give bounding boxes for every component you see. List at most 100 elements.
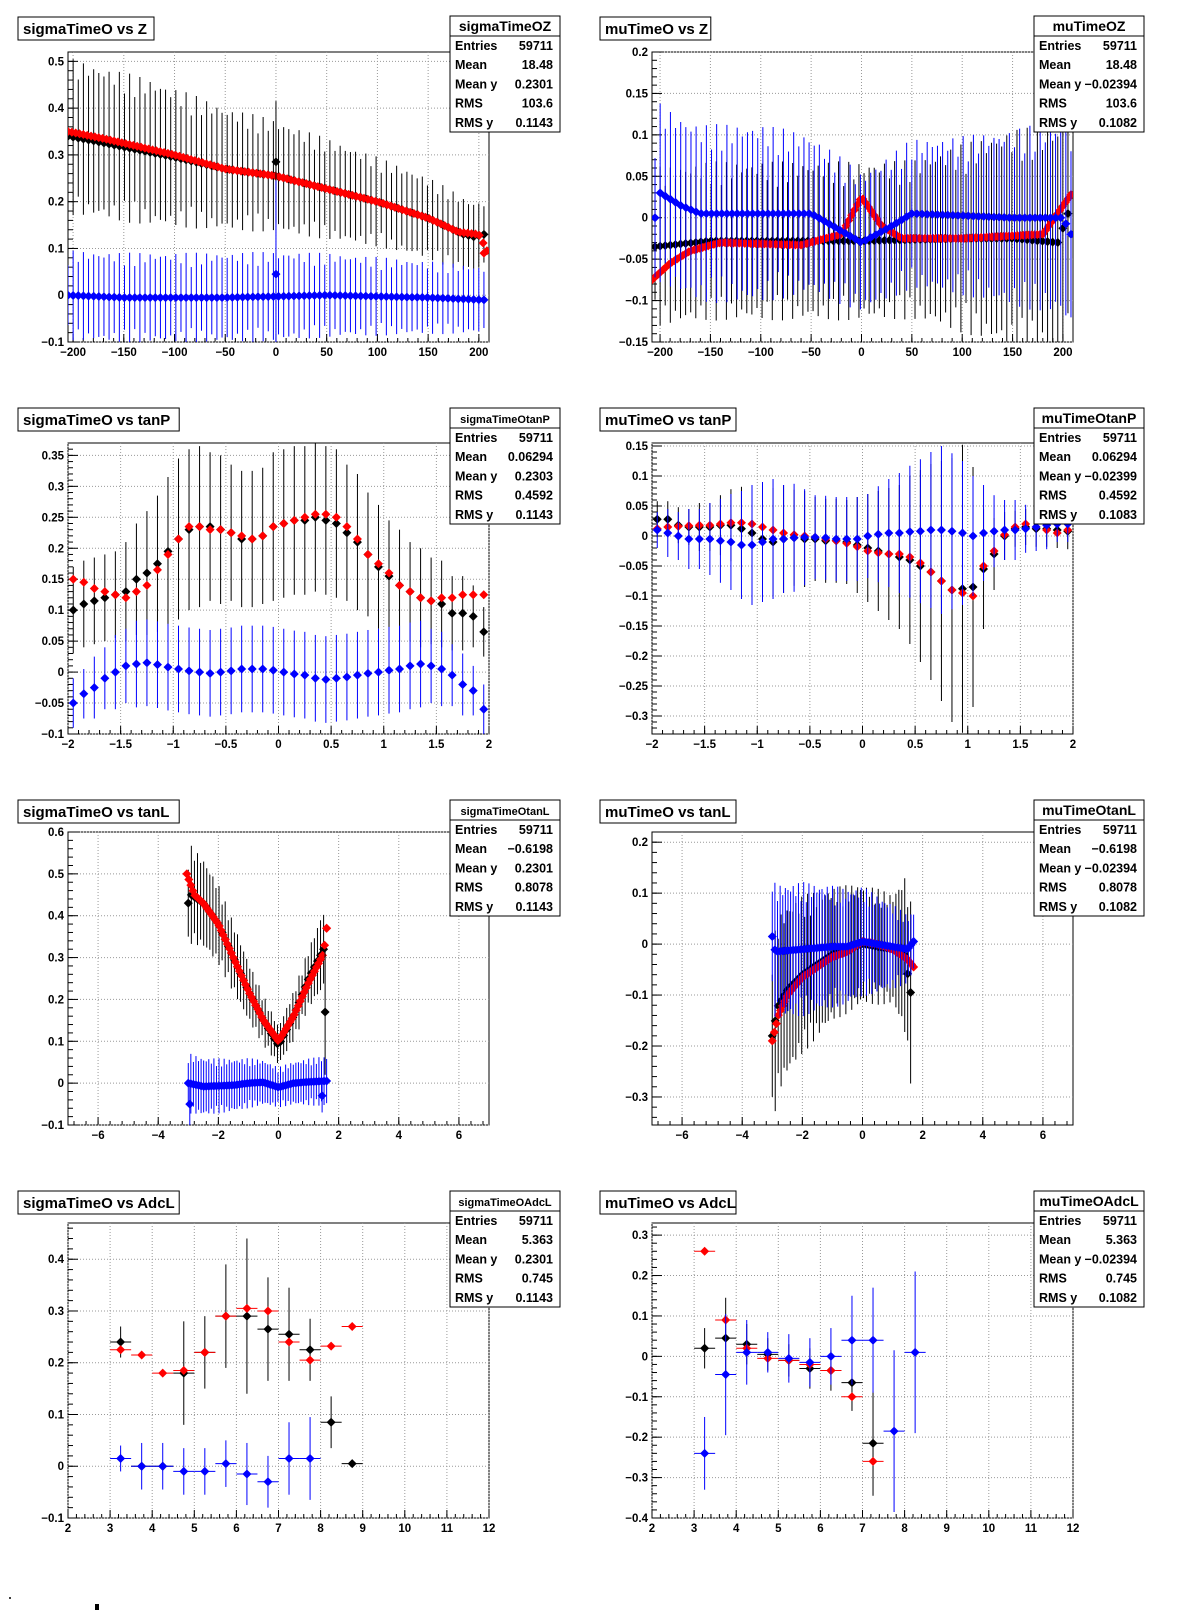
data-point xyxy=(405,622,415,710)
data-layer xyxy=(652,444,1073,733)
data-point xyxy=(356,262,366,330)
diamond-marker xyxy=(253,292,263,302)
data-point xyxy=(352,534,362,544)
x-tick-label: 6 xyxy=(1040,1130,1046,1142)
diamond-marker xyxy=(758,537,768,547)
data-point xyxy=(322,1058,332,1104)
data-point xyxy=(715,498,725,583)
diamond-marker xyxy=(305,1453,315,1463)
y-tick-label: −0.1 xyxy=(41,337,64,349)
data-point xyxy=(381,257,391,336)
diamond-marker xyxy=(271,157,281,167)
y-tick-label: −0.15 xyxy=(619,337,649,349)
data-point xyxy=(784,151,794,276)
x-tick-label: 7 xyxy=(275,1523,281,1535)
diamond-marker xyxy=(443,293,453,303)
diamond-marker xyxy=(758,209,768,219)
diamond-marker xyxy=(142,580,152,590)
diamond-marker xyxy=(110,667,120,677)
plot-title: muTimeO vs tanP xyxy=(605,412,731,429)
diamond-marker xyxy=(315,290,325,300)
data-point xyxy=(479,607,489,657)
y-tick-label: 0.2 xyxy=(48,197,64,209)
data-point xyxy=(474,268,484,332)
diamond-marker xyxy=(684,534,694,544)
data-point xyxy=(79,668,89,719)
y-tick-label: 0 xyxy=(642,1351,648,1363)
diamond-marker xyxy=(109,292,119,302)
data-point xyxy=(341,1322,363,1332)
x-tick-label: 50 xyxy=(905,347,918,359)
plot-title-box xyxy=(599,1190,737,1215)
data-point xyxy=(100,587,110,597)
diamond-marker xyxy=(989,526,999,536)
diamond-marker xyxy=(763,209,773,219)
stats-label: Mean xyxy=(455,842,487,856)
stats-label: Entries xyxy=(455,823,497,837)
diamond-marker xyxy=(351,291,361,301)
stats-value: 0.1082 xyxy=(1099,1291,1137,1305)
stats-value: 0.1083 xyxy=(1099,508,1137,522)
data-point xyxy=(904,1271,926,1434)
x-tick-label: −6 xyxy=(676,1130,689,1142)
stats-value: 103.6 xyxy=(522,97,553,111)
data-point xyxy=(84,258,94,334)
diamond-marker xyxy=(468,590,478,600)
diamond-marker xyxy=(181,293,191,303)
diamond-marker xyxy=(216,667,226,677)
y-tick-label: 0.6 xyxy=(48,827,64,839)
data-point xyxy=(384,626,394,714)
data-point xyxy=(215,1311,237,1321)
diamond-marker xyxy=(322,923,332,933)
x-tick-label: 150 xyxy=(1003,347,1022,359)
plot-title-box xyxy=(17,16,155,41)
x-tick-label: 2 xyxy=(486,739,492,751)
data-point xyxy=(238,253,248,342)
stats-value: −0.02394 xyxy=(1085,861,1138,875)
data-point xyxy=(110,1445,132,1472)
x-tick-label: 9 xyxy=(359,1523,365,1535)
stats-value: 59711 xyxy=(519,39,553,53)
y-tick-label: 0.3 xyxy=(48,150,64,162)
diamond-marker xyxy=(428,293,438,303)
data-point xyxy=(237,625,247,713)
chart-panel: 2 3 4 5 6 7 8 9 10 11 12 −0.4 −0.3 −0.2 −0.1 0 0.1 0.2 0.3… xyxy=(599,1190,1145,1535)
data-point xyxy=(247,534,257,544)
stats-label: Mean xyxy=(455,58,487,72)
diamond-marker xyxy=(299,291,309,301)
diamond-marker xyxy=(284,1337,294,1347)
diamond-marker xyxy=(373,559,383,569)
data-point xyxy=(268,626,278,714)
diamond-marker xyxy=(700,1343,710,1353)
x-tick-label: −0.5 xyxy=(799,739,822,751)
stats-box xyxy=(1033,799,1145,917)
data-point xyxy=(426,628,436,704)
diamond-marker xyxy=(363,549,373,559)
diamond-marker xyxy=(927,209,937,219)
data-point xyxy=(936,446,946,614)
y-tick-label: 0 xyxy=(58,290,64,302)
diamond-marker xyxy=(68,574,78,584)
diamond-marker xyxy=(839,236,849,246)
diamond-marker xyxy=(700,1246,710,1256)
y-tick-label: 0.05 xyxy=(42,636,65,648)
x-tick-label: 0.5 xyxy=(907,739,924,751)
diamond-marker xyxy=(84,291,94,301)
data-point xyxy=(195,522,205,532)
stats-label: Mean xyxy=(455,450,487,464)
x-tick-label: 8 xyxy=(317,1523,324,1535)
data-point xyxy=(909,914,919,969)
diamond-marker xyxy=(1010,525,1020,535)
data-point xyxy=(121,542,131,642)
data-point xyxy=(468,590,478,600)
diamond-marker xyxy=(1020,213,1030,223)
stats-value: −0.6198 xyxy=(507,842,553,856)
diamond-marker xyxy=(984,212,994,222)
data-point xyxy=(943,150,953,280)
data-point xyxy=(800,489,810,586)
data-point xyxy=(479,248,489,258)
data-point xyxy=(299,262,309,330)
diamond-marker xyxy=(768,209,778,219)
data-point xyxy=(999,141,1009,293)
x-tick-label: 10 xyxy=(982,1523,995,1535)
